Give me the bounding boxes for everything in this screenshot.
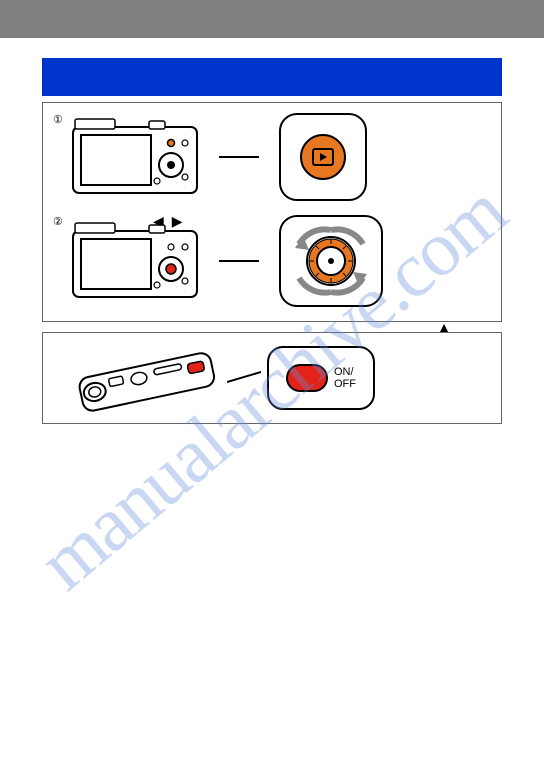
onoff-label: ON/ OFF (334, 366, 356, 390)
callout-line-1 (219, 156, 259, 158)
section-title-bar (42, 58, 502, 96)
camera-back-illustration-1 (71, 117, 199, 197)
power-panel: ON/ OFF (42, 332, 502, 424)
step-1-marker: ① (53, 113, 63, 126)
camera-top-illustration (71, 341, 221, 415)
power-button-icon (286, 364, 328, 392)
control-dial-icon (281, 218, 381, 304)
step-2-row: ② ◀▶ (71, 215, 491, 307)
step-2-marker: ② (53, 215, 63, 228)
callout-line-2 (219, 260, 259, 262)
camera-back-illustration-2 (71, 221, 199, 301)
play-icon (312, 148, 334, 166)
playback-button-callout (279, 113, 367, 201)
step-1-row: ① (71, 113, 491, 201)
callout-line-3 (227, 368, 261, 388)
control-dial-callout (279, 215, 383, 307)
playback-panel: ① (42, 102, 502, 322)
page-header-bar (0, 0, 544, 38)
playback-button-icon (300, 134, 346, 180)
power-button-callout: ON/ OFF (267, 346, 375, 410)
